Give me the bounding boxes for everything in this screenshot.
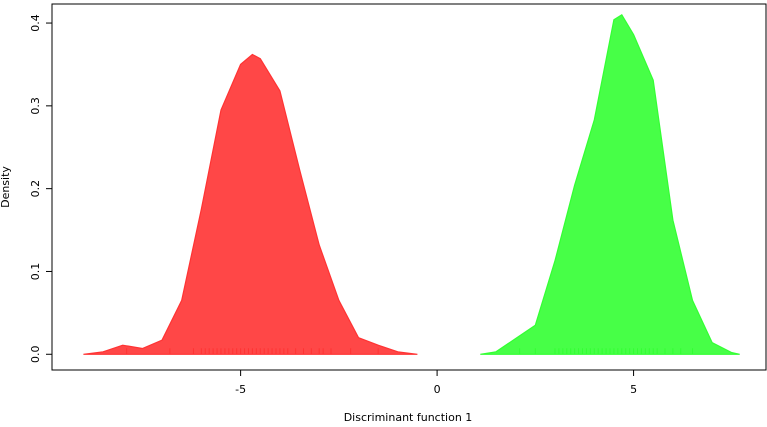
x-axis-label: Discriminant function 1 [344,411,473,423]
x-tick-label: -5 [235,383,246,396]
plot-frame [51,3,767,371]
y-tick-label: 0.0 [29,346,42,364]
y-axis-label: Density [0,166,12,208]
y-tick-label: 0.4 [29,14,42,32]
x-tick-label: 5 [630,383,637,396]
y-tick-label: 0.3 [29,97,42,115]
density-area [83,53,418,355]
y-tick-label: 0.1 [29,263,42,281]
y-tick-label: 0.2 [29,180,42,198]
x-tick-label: 0 [434,383,441,396]
density-area [480,13,740,355]
